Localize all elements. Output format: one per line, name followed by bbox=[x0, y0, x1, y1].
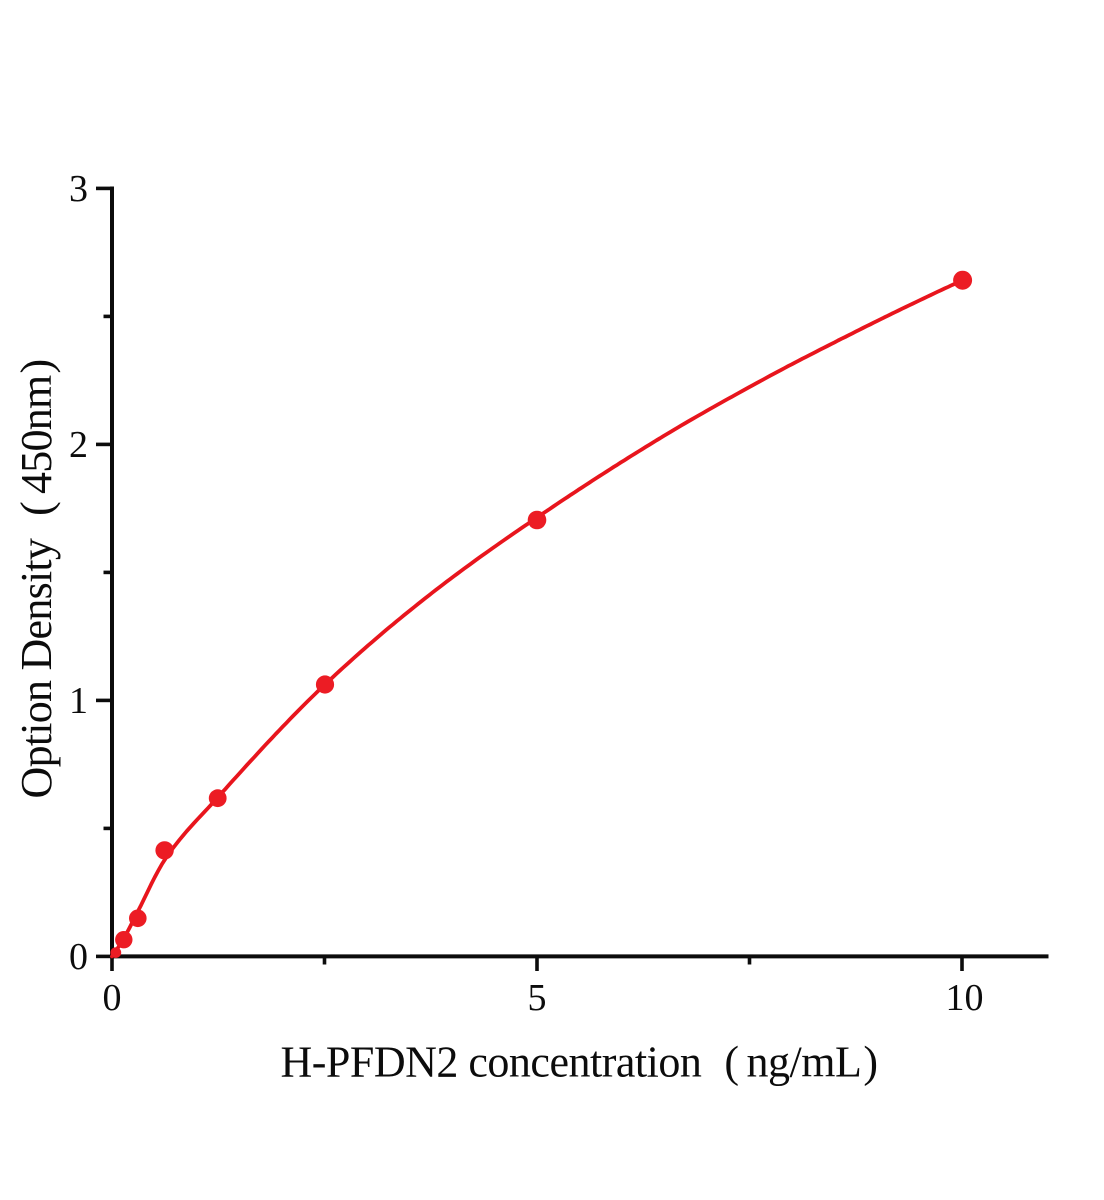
svg-text:0: 0 bbox=[69, 936, 88, 978]
svg-text:10: 10 bbox=[946, 977, 984, 1019]
svg-text:5: 5 bbox=[528, 977, 547, 1019]
svg-text:1: 1 bbox=[69, 680, 88, 722]
svg-text:Option Density(450nm): Option Density(450nm) bbox=[12, 360, 61, 799]
svg-text:H-PFDN2 concentration(ng/mL): H-PFDN2 concentration(ng/mL) bbox=[280, 1038, 877, 1087]
svg-text:3: 3 bbox=[69, 168, 88, 210]
svg-text:2: 2 bbox=[69, 424, 88, 466]
svg-text:0: 0 bbox=[103, 977, 122, 1019]
